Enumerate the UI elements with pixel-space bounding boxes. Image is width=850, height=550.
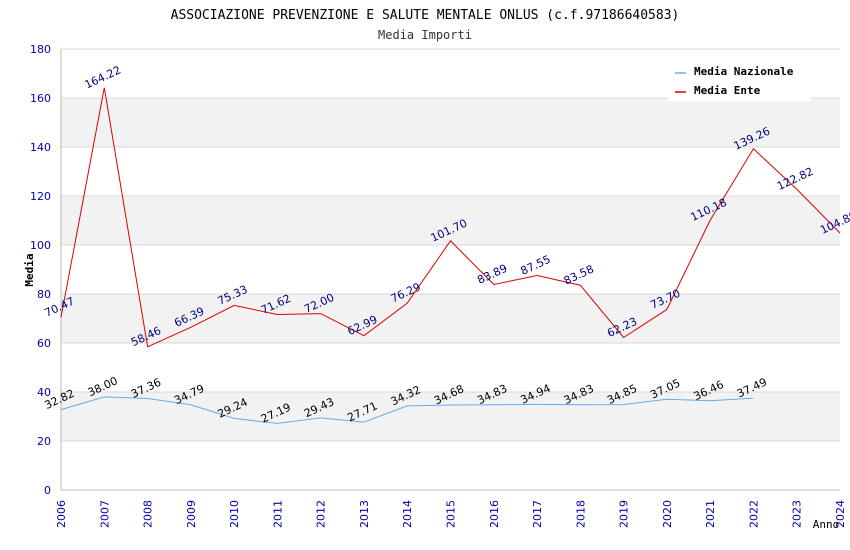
y-tick-60: 60 [37, 337, 51, 350]
legend-box [668, 58, 810, 101]
y-tick-40: 40 [37, 386, 51, 399]
band-140-160 [61, 98, 840, 147]
y-tick-labels: 0 20 40 60 80 100 120 140 160 180 [30, 43, 51, 497]
legend-label-media-nazionale: Media Nazionale [694, 65, 794, 78]
y-tick-160: 160 [30, 92, 51, 105]
data-label-media-ente-2023: 122.82 [775, 165, 815, 193]
x-tick-2019: 2019 [618, 500, 631, 528]
data-label-media-ente-2018: 83.58 [562, 263, 596, 288]
x-tick-2020: 2020 [661, 500, 674, 528]
y-tick-0: 0 [44, 484, 51, 497]
x-tick-2006: 2006 [55, 500, 68, 528]
x-tick-2010: 2010 [228, 500, 241, 528]
axes [60, 49, 840, 491]
x-tick-2023: 2023 [791, 500, 804, 528]
x-tick-2007: 2007 [98, 500, 111, 528]
y-tick-80: 80 [37, 288, 51, 301]
band-20-40 [61, 392, 840, 441]
chart-title: ASSOCIAZIONE PREVENZIONE E SALUTE MENTAL… [171, 8, 680, 23]
x-tick-2008: 2008 [142, 500, 155, 528]
x-tick-2016: 2016 [488, 500, 501, 528]
chart-subtitle: Media Importi [378, 28, 472, 42]
series-line-media-ente [60, 87, 841, 348]
x-tick-2014: 2014 [401, 500, 414, 528]
x-tick-labels: 2006 2007 2008 2009 2010 2011 2012 2013 2014 2015… [55, 500, 847, 528]
y-axis-label: Media [23, 253, 36, 286]
data-label-media-ente-2017: 87.55 [519, 253, 553, 278]
series-line-media-nazionale [60, 396, 754, 424]
x-tick-2015: 2015 [445, 500, 458, 528]
data-label-media-ente-2007: 164.22 [83, 63, 123, 91]
y-tick-100: 100 [30, 239, 51, 252]
y-tick-120: 120 [30, 190, 51, 203]
legend-label-media-ente: Media Ente [694, 84, 761, 97]
x-tick-2021: 2021 [704, 500, 717, 528]
band-60-80 [61, 294, 840, 343]
x-tick-2012: 2012 [315, 500, 328, 528]
y-tick-180: 180 [30, 43, 51, 56]
x-tick-2011: 2011 [271, 500, 284, 528]
x-tick-2022: 2022 [747, 500, 760, 528]
series-lines [60, 87, 841, 424]
x-tick-2024: 2024 [834, 500, 847, 528]
gridlines [61, 48, 840, 442]
x-tick-2018: 2018 [574, 500, 587, 528]
x-tick-2009: 2009 [185, 500, 198, 528]
x-tick-2013: 2013 [358, 500, 371, 528]
y-tick-20: 20 [37, 435, 51, 448]
y-tick-140: 140 [30, 141, 51, 154]
x-tick-2017: 2017 [531, 500, 544, 528]
legend: Media Nazionale Media Ente [668, 58, 810, 101]
x-axis-label: Anno [813, 518, 840, 531]
